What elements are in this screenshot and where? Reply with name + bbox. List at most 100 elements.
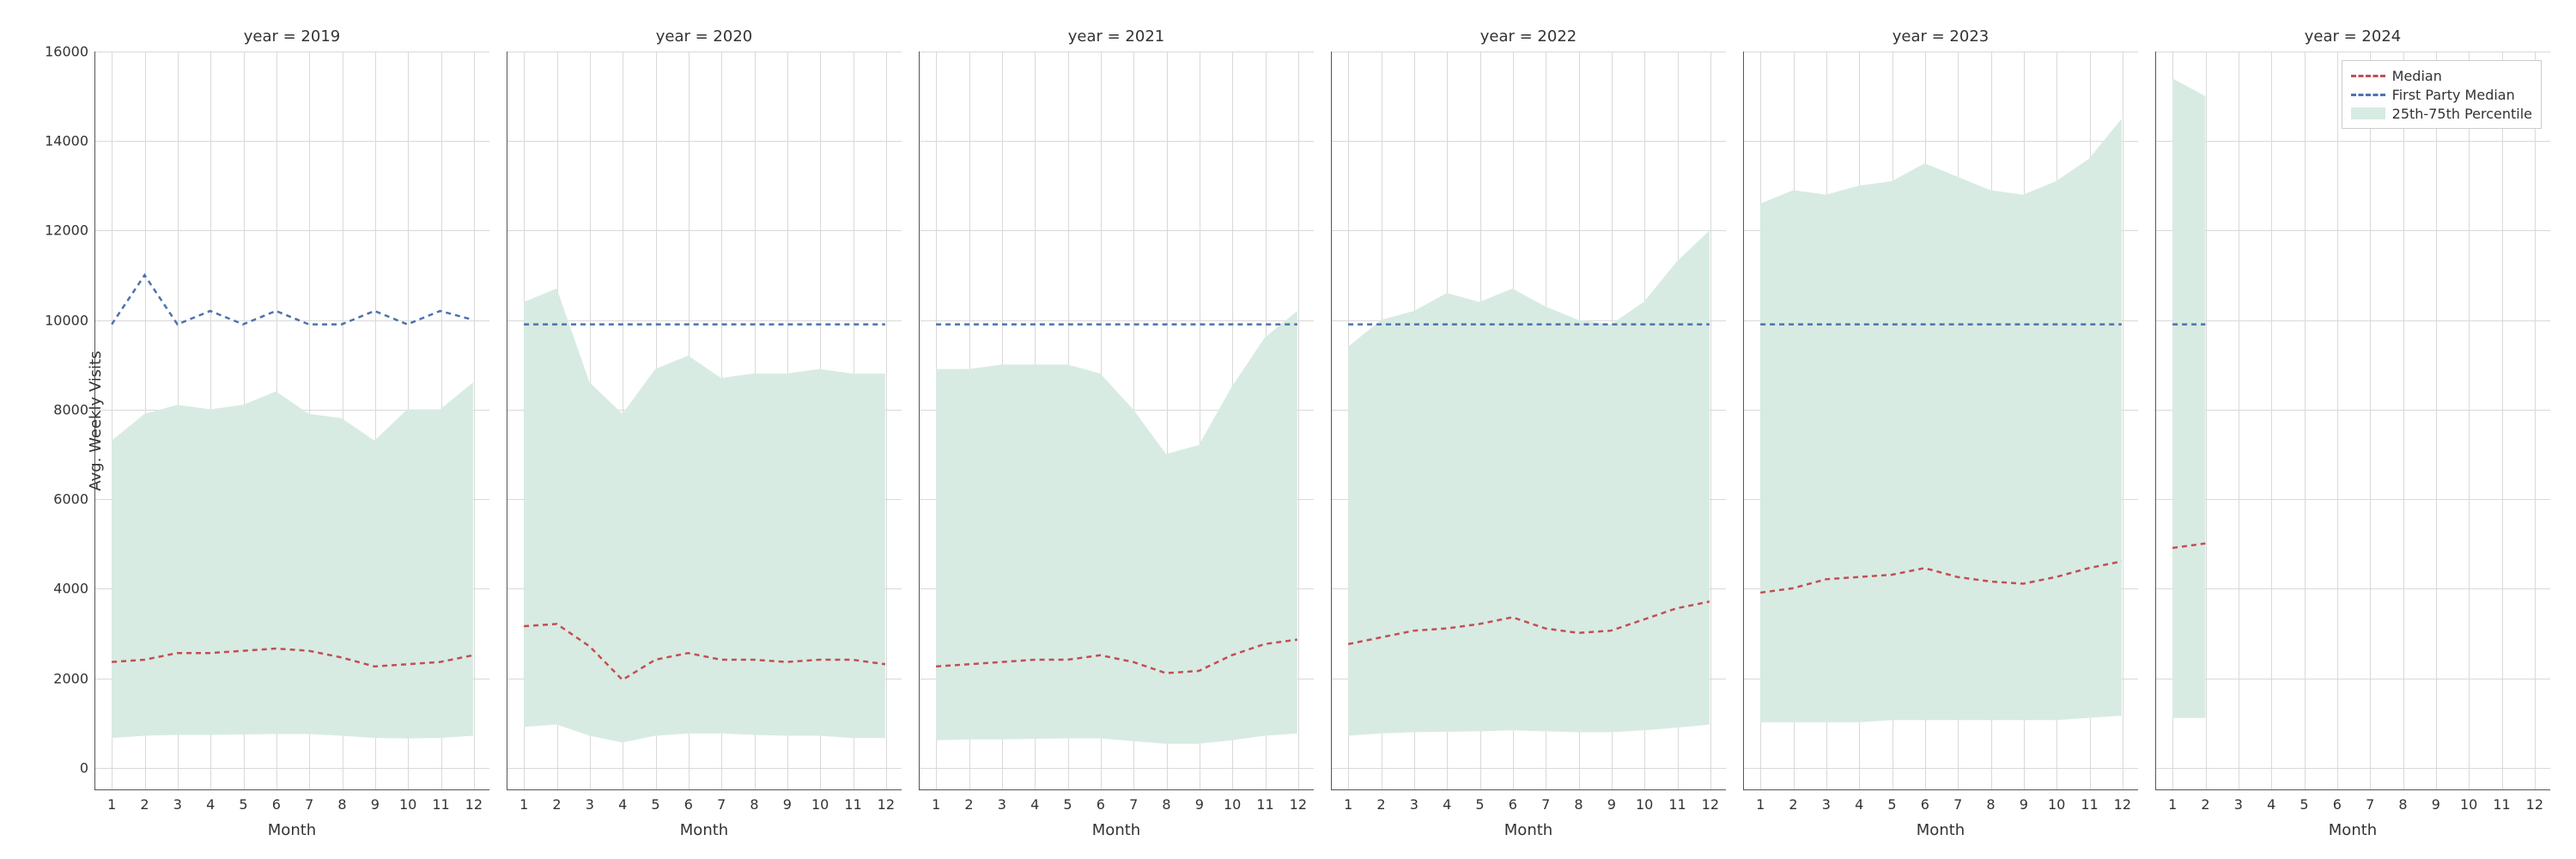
legend-label: First Party Median [2392,87,2515,103]
xtick-label: 6 [1097,796,1105,813]
x-axis-label: Month [919,821,1314,839]
xtick-label: 3 [586,796,594,813]
xtick-label: 6 [2333,796,2342,813]
x-axis-label: Month [507,821,902,839]
xtick-label: 7 [717,796,726,813]
x-axis-label: Month [1331,821,1726,839]
xtick-label: 5 [1475,796,1484,813]
plot-svg [95,52,489,789]
legend-swatch-fill [2351,107,2385,119]
legend-item: First Party Median [2351,85,2532,104]
panel-0: year = 201912345678910111202000400060008… [94,52,489,790]
xtick-label: 5 [1887,796,1896,813]
plot-svg [920,52,1314,789]
percentile-fill [112,382,473,738]
xtick-label: 1 [1344,796,1352,813]
xtick-label: 2 [2201,796,2209,813]
xtick-label: 8 [337,796,346,813]
legend-swatch-line [2351,94,2385,96]
plot-area: 123456789101112 [1331,52,1726,790]
percentile-fill [1348,230,1710,735]
xtick-label: 8 [1574,796,1583,813]
xtick-label: 5 [2300,796,2308,813]
legend-item: Median [2351,66,2532,85]
x-axis-label: Month [94,821,489,839]
xtick-label: 4 [1855,796,1863,813]
xtick-label: 2 [964,796,973,813]
xtick-label: 11 [1256,796,1273,813]
plot-svg [2156,52,2550,789]
xtick-label: 8 [1986,796,1995,813]
plot-area: 123456789101112 [1743,52,2138,790]
xtick-label: 9 [1195,796,1204,813]
xtick-label: 3 [1822,796,1831,813]
percentile-fill [936,311,1297,744]
xtick-label: 9 [2432,796,2440,813]
xtick-label: 3 [2234,796,2243,813]
legend-item: 25th-75th Percentile [2351,104,2532,123]
figure: year = 201912345678910111202000400060008… [0,0,2576,859]
panel-1: year = 2020123456789101112Month [507,52,902,790]
xtick-label: 12 [878,796,895,813]
panel-title: year = 2019 [94,27,489,46]
plot-svg [507,52,902,789]
plot-area: 123456789101112 [919,52,1314,790]
xtick-label: 8 [1162,796,1170,813]
ytick-label: 14000 [45,133,88,149]
percentile-fill [2172,78,2205,717]
xtick-label: 7 [1953,796,1962,813]
xtick-label: 12 [1290,796,1307,813]
xtick-label: 1 [107,796,116,813]
percentile-fill [1760,119,2122,722]
plot-svg [1744,52,2138,789]
xtick-label: 10 [811,796,829,813]
panel-2: year = 2021123456789101112Month [919,52,1314,790]
percentile-fill [524,289,885,742]
y-axis-label: Avg. Weekly Visits [87,350,105,490]
x-axis-label: Month [1743,821,2138,839]
first-party-median-line [112,275,473,324]
ytick-label: 6000 [53,491,88,508]
xtick-label: 4 [2267,796,2275,813]
panel-5: year = 2024123456789101112MedianFirst Pa… [2155,52,2550,790]
legend-swatch-line [2351,75,2385,77]
xtick-label: 6 [1509,796,1517,813]
x-axis-label: Month [2155,821,2550,839]
xtick-label: 2 [140,796,149,813]
ytick-label: 8000 [53,401,88,417]
xtick-label: 10 [2460,796,2477,813]
xtick-label: 10 [2048,796,2065,813]
plot-svg [1332,52,1726,789]
xtick-label: 9 [783,796,792,813]
legend-label: 25th-75th Percentile [2392,106,2532,122]
xtick-label: 10 [1224,796,1241,813]
legend-label: Median [2392,68,2442,84]
xtick-label: 1 [2168,796,2177,813]
ytick-label: 2000 [53,670,88,686]
xtick-label: 2 [1376,796,1385,813]
legend: Median First Party Median 25th-75th Percen… [2342,60,2542,129]
plot-area: 123456789101112 [507,52,902,790]
xtick-label: 1 [932,796,940,813]
xtick-label: 5 [239,796,247,813]
xtick-label: 3 [173,796,182,813]
panel-title: year = 2023 [1743,27,2138,46]
panel-title: year = 2020 [507,27,902,46]
xtick-label: 11 [432,796,449,813]
xtick-label: 6 [272,796,281,813]
xtick-label: 12 [2114,796,2131,813]
xtick-label: 9 [2020,796,2028,813]
panel-title: year = 2024 [2155,27,2550,46]
xtick-label: 12 [465,796,483,813]
xtick-label: 4 [1443,796,1451,813]
xtick-label: 7 [1541,796,1550,813]
ytick-label: 0 [80,759,88,776]
ytick-label: 16000 [45,44,88,60]
xtick-label: 7 [1129,796,1138,813]
plot-area: 123456789101112MedianFirst Party Median2… [2155,52,2550,790]
xtick-label: 9 [371,796,380,813]
xtick-label: 8 [750,796,758,813]
panel-title: year = 2022 [1331,27,1726,46]
xtick-label: 4 [1030,796,1039,813]
panel-title: year = 2021 [919,27,1314,46]
